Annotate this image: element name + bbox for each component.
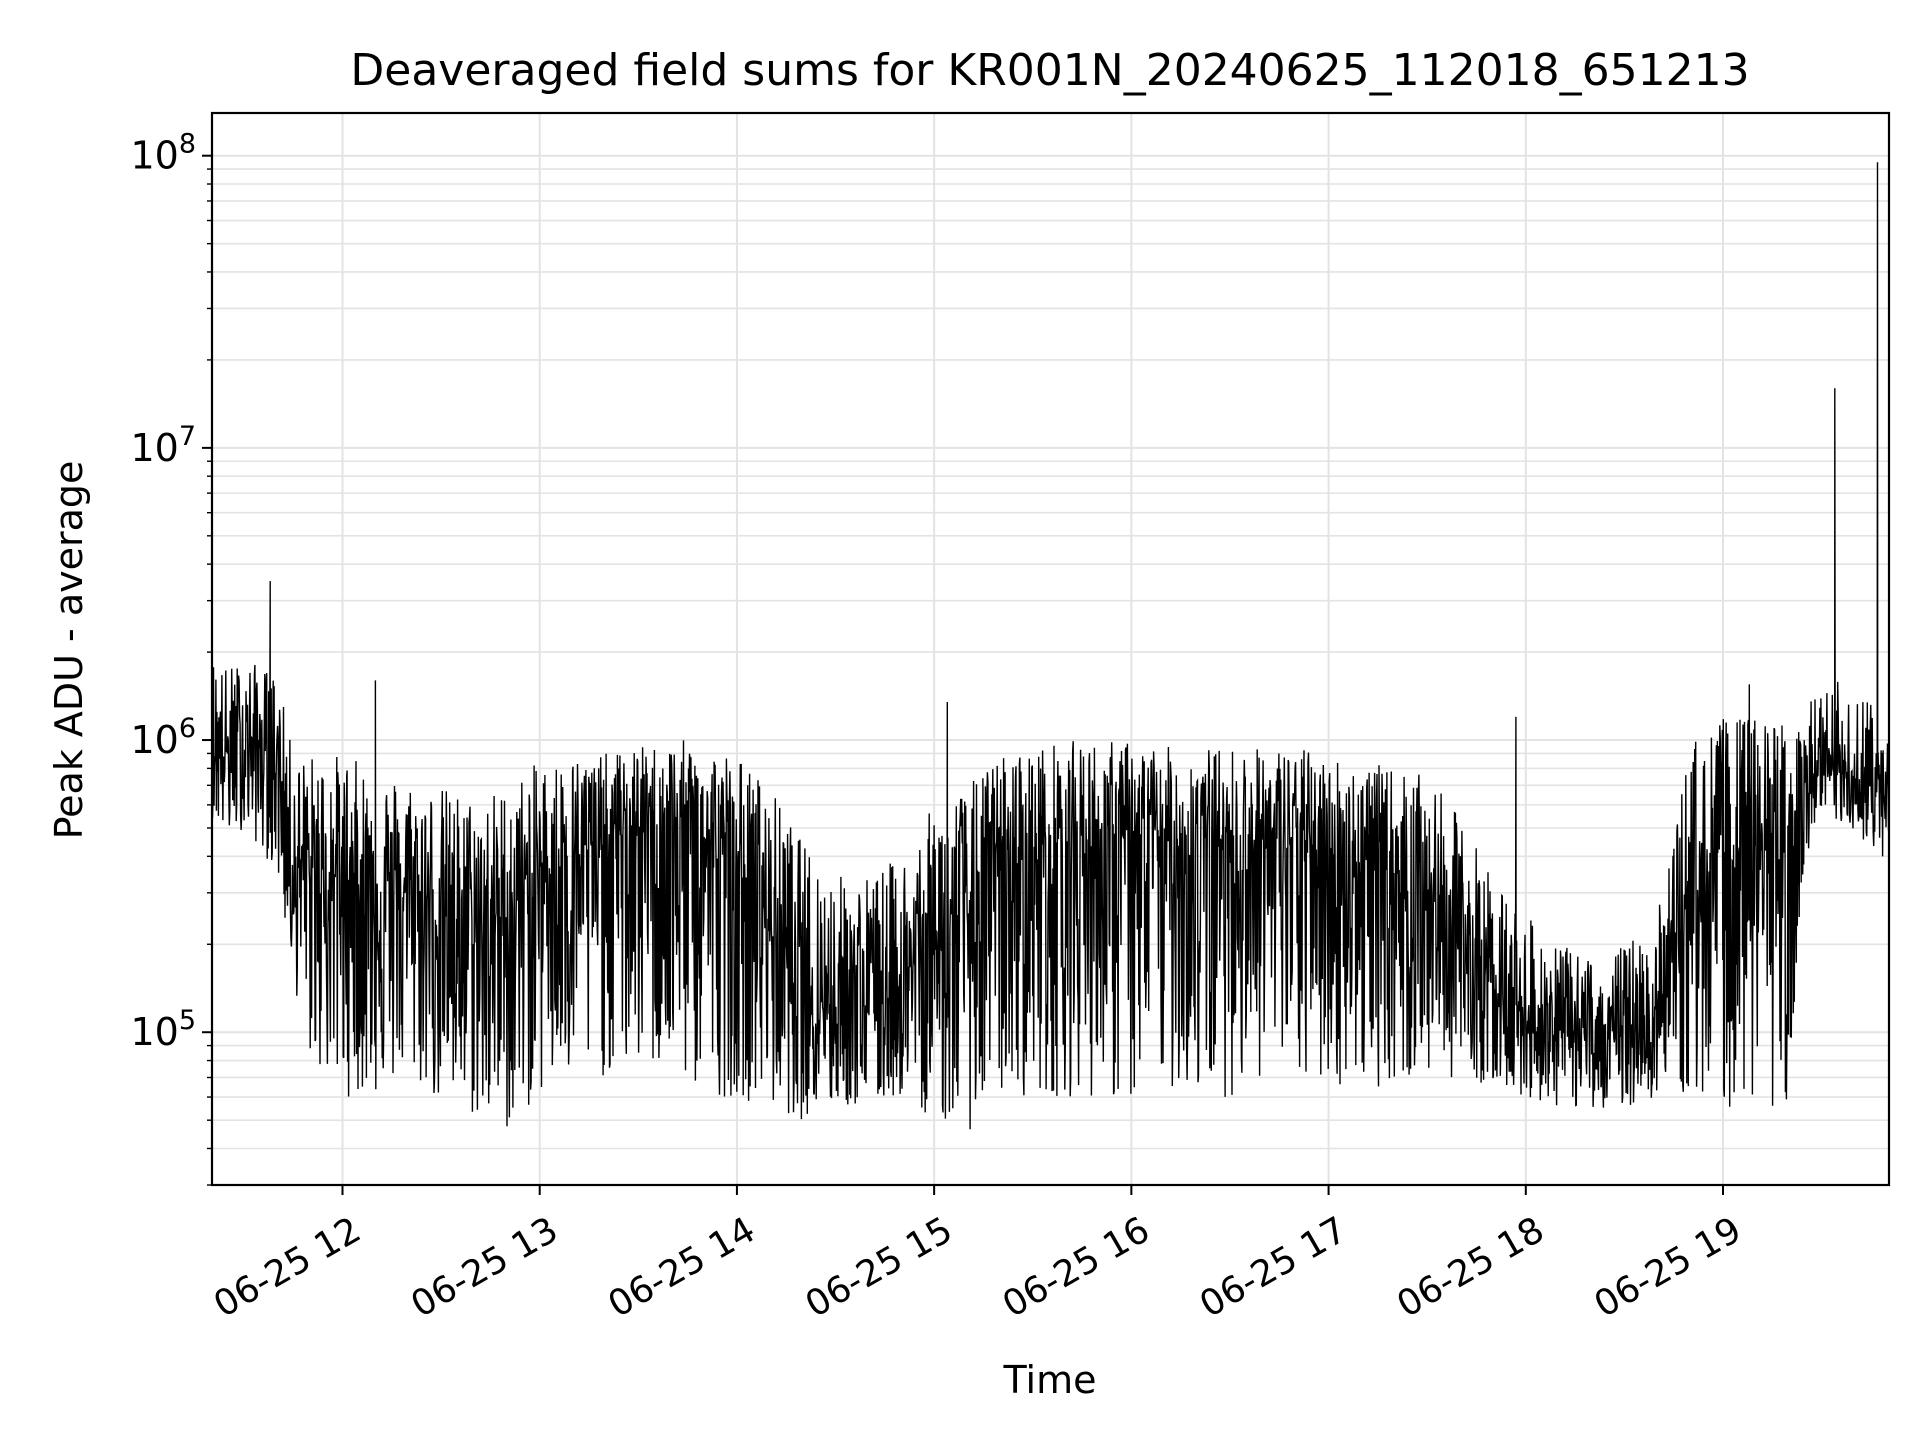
x-axis-label: Time bbox=[1003, 1358, 1097, 1402]
y-axis-label: Peak ADU - average bbox=[47, 461, 91, 840]
y-tick-label: 108 bbox=[130, 129, 196, 178]
y-tick-label: 106 bbox=[130, 713, 196, 762]
y-tick-label: 105 bbox=[130, 1005, 196, 1054]
plot-frame bbox=[210, 111, 1891, 1187]
chart-title: Deaveraged field sums for KR001N_2024062… bbox=[350, 45, 1749, 96]
series-layer bbox=[211, 162, 1890, 1130]
y-tick-label: 107 bbox=[130, 421, 196, 470]
series-line bbox=[211, 162, 1890, 1130]
